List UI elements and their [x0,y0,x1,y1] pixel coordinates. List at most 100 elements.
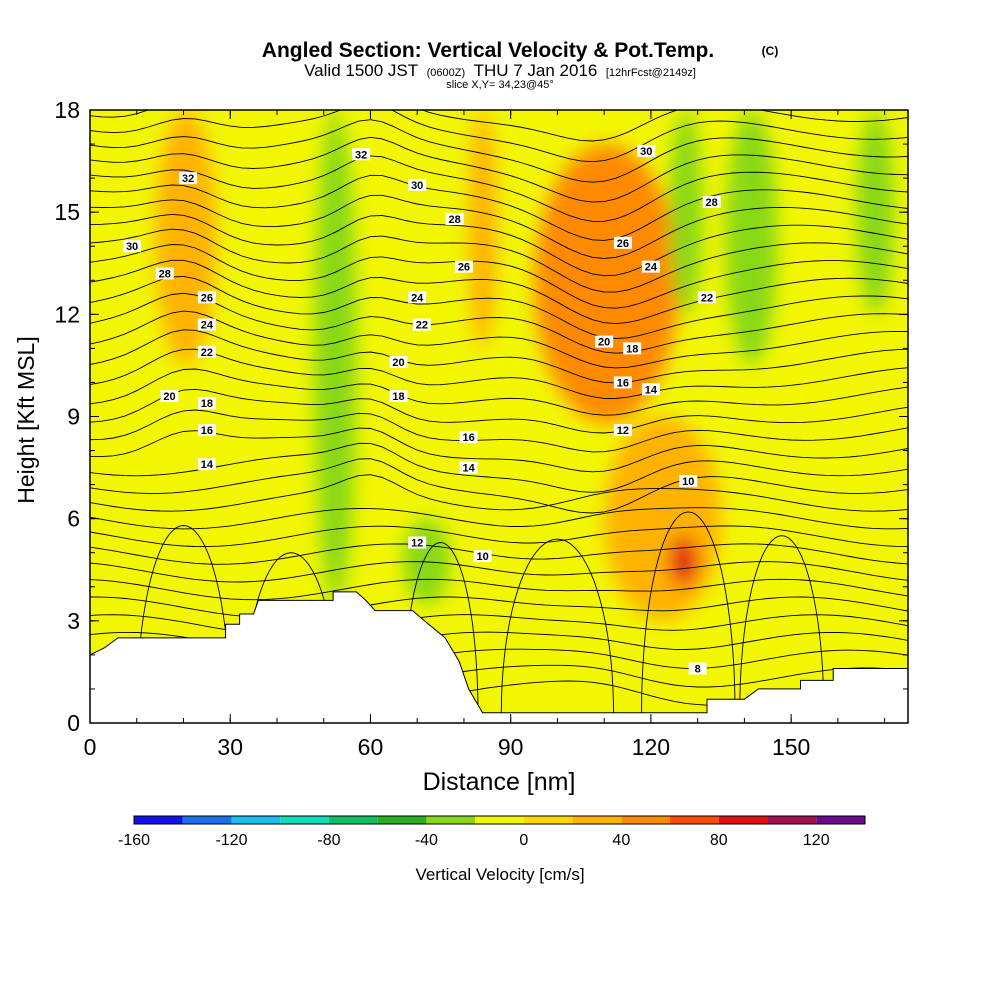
isentrope-line [90,458,908,514]
isentrope-label-text: 30 [126,241,138,253]
y-tick-label: 12 [54,301,80,327]
y-tick-label: 18 [54,97,80,123]
isentrope-label-bg [445,212,464,225]
isentrope-dome [739,535,825,713]
isentrope-label-text: 26 [617,238,629,250]
isentrope-line [90,388,908,434]
isentrope-label: 20 [389,356,408,369]
isentrope-label-bg [160,390,179,403]
isentrope-line [90,409,908,453]
isentrope-label-text: 28 [448,214,460,226]
isentrope-label-text: 10 [477,551,489,563]
y-tick-label: 9 [67,404,80,430]
isentrope-label-text: 20 [163,391,175,403]
isentrope-label: 24 [197,318,216,332]
isentrope-label: 12 [408,536,427,550]
isentrope-label-text: 8 [695,664,701,676]
isentrope-line [90,110,908,163]
isentrope-label: 30 [637,144,656,158]
isentrope-line [90,310,908,369]
isentrope-label-bg [197,345,216,358]
chart-title: Angled Section: Vertical Velocity & Pot.… [262,39,714,62]
isentrope-line [90,110,908,142]
isentrope-label-text: 26 [458,262,470,274]
isentrope-label-bg [408,536,427,549]
isentrope-label-bg [613,424,632,437]
isentrope-label: 26 [197,291,216,304]
colorbar-bin [231,816,281,824]
colorbar-tick-label: -40 [415,832,438,849]
colorbar-tick-label: -120 [215,832,247,849]
isentrope-dome [136,525,231,713]
isentrope-label-bg [613,236,632,249]
colorbar-tick-label: 0 [519,832,528,849]
isentrope-label: 22 [412,318,431,332]
isentrope-label-bg [623,342,642,355]
colorbar-bin [767,816,817,824]
isentrope-line [90,119,908,183]
isentrope-label: 10 [679,475,698,488]
isentrope-label-bg [197,424,216,437]
isentrope-line [90,329,908,384]
isentrope-dome [500,538,614,713]
isentrope-line [90,155,908,222]
isentrope-line [90,442,908,493]
colorbar-tick-label: -160 [118,832,150,849]
isentrope-label: 16 [197,424,216,437]
isentrope-label: 32 [179,172,198,185]
colorbar: -160 -120 -80 -40 0 40 80 120 [118,815,866,849]
isentrope-label-bg [352,148,371,161]
x-tick-label: 120 [632,734,670,760]
isentrope-label-text: 22 [701,292,713,304]
isentrope-label-text: 16 [462,432,474,444]
isentrope-label-bg [613,376,632,389]
isentrope-line [90,368,908,416]
colorbar-bin [572,816,622,824]
isentrope-dome [641,511,736,713]
colorbar-bin [718,816,768,824]
isentrope-label-bg [595,335,614,348]
colorbar-label: Vertical Velocity [cm/s] [415,865,584,884]
isentrope-label-bg [702,195,721,208]
isentrope-label-text: 12 [411,538,423,550]
isentrope-line [90,259,908,325]
isentrope-label: 28 [702,195,721,209]
isentrope-label-bg [473,550,492,563]
isentrope-label-bg [197,396,216,409]
isentrope-label-bg [412,318,431,331]
colorbar-frame [133,815,866,825]
colorbar-bin [328,816,378,824]
colorbar-bin [280,816,329,824]
isentrope-label-text: 30 [640,146,652,158]
isentrope-label: 10 [473,550,492,563]
isentrope-line [90,543,908,565]
isentrope-line [90,194,908,259]
colorbar-tick-label: 120 [803,832,830,849]
valid-time-prefix: Valid 1500 JST [304,61,418,80]
isentrope-label-text: 18 [392,391,404,403]
isentrope-label-text: 32 [182,173,194,185]
velocity-region-updraft-low-core [669,535,698,587]
y-tick-label: 6 [67,506,80,532]
isentrope-line [90,596,908,618]
isentrope-line [90,474,908,512]
isentrope-label: 30 [408,178,427,192]
isentrope-label-bg [679,475,698,488]
isentrope-label: 24 [408,291,427,304]
colorbar-tick-label: 40 [612,832,630,849]
isentrope-label-bg [389,390,408,403]
isentrope-label-text: 28 [159,268,171,280]
velocity-region-updraft-upper-mid [468,110,497,349]
terrain [90,591,908,723]
isentrope-label-text: 18 [626,343,638,355]
isentrope-label: 14 [641,383,660,396]
isentrope-label-bg [641,383,660,396]
isentrope-labels: 32 30 28 26 24 22 20 18 16 14 32 30 28 26 24 22 20 18 16 14… [123,144,721,676]
isentrope-label: 18 [389,390,408,403]
isentrope-label-text: 20 [598,337,610,349]
colorbar-bin [523,816,573,824]
isentrope-label-bg [155,267,174,280]
isentrope-label: 24 [641,260,660,274]
isentrope-label: 22 [197,345,216,359]
isentrope-label: 28 [155,267,174,280]
